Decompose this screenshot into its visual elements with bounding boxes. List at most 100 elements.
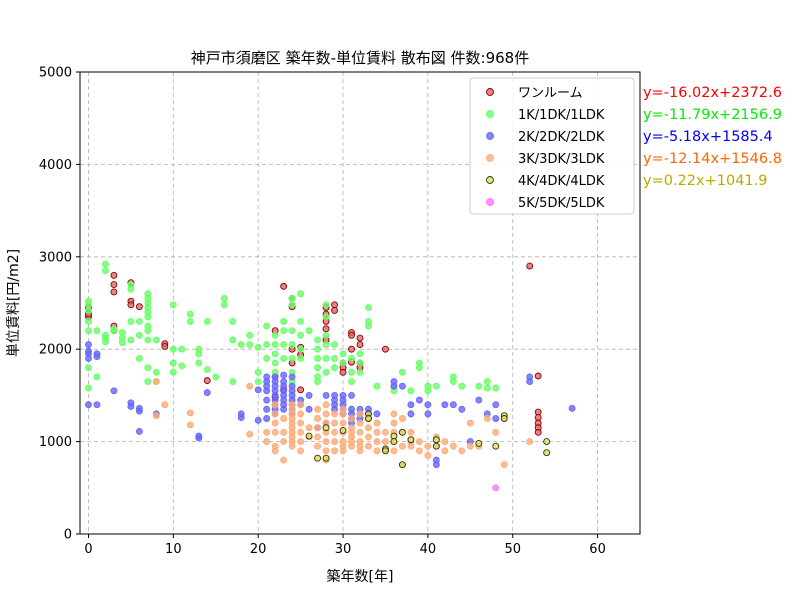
data-point-series-4 (391, 439, 397, 445)
legend-label: 3K/3DK/3LDK (518, 152, 605, 167)
regression-equation: y=-16.02x+2372.6 (643, 85, 782, 101)
legend-marker (487, 199, 494, 206)
data-point-series-3 (467, 420, 473, 426)
data-point-series-1 (204, 318, 210, 324)
data-point-series-4 (544, 439, 550, 445)
legend-label: 4K/4DK/4LDK (518, 174, 605, 189)
data-point-series-0 (382, 346, 388, 352)
legend-marker (487, 133, 494, 140)
data-point-series-3 (374, 448, 380, 454)
data-point-series-3 (416, 439, 422, 445)
data-point-series-3 (442, 439, 448, 445)
data-point-series-2 (391, 383, 397, 389)
data-point-series-3 (501, 462, 507, 468)
legend-marker (487, 111, 494, 118)
data-point-series-2 (527, 379, 533, 385)
data-point-series-3 (332, 429, 338, 435)
data-point-series-3 (332, 420, 338, 426)
data-point-series-1 (204, 367, 210, 373)
data-point-series-1 (136, 355, 142, 361)
data-point-series-2 (349, 392, 355, 398)
data-point-series-1 (332, 365, 338, 371)
data-point-series-2 (264, 416, 270, 422)
data-point-series-3 (374, 439, 380, 445)
data-point-series-1 (416, 365, 422, 371)
data-point-series-3 (289, 443, 295, 449)
data-point-series-3 (374, 420, 380, 426)
data-point-series-1 (85, 365, 91, 371)
data-point-series-4 (476, 440, 482, 446)
data-point-series-1 (281, 318, 287, 324)
data-point-series-3 (332, 448, 338, 454)
data-point-series-1 (119, 340, 125, 346)
data-point-series-1 (102, 268, 108, 274)
data-point-series-0 (111, 282, 117, 288)
data-point-series-3 (281, 439, 287, 445)
data-point-series-2 (128, 403, 134, 409)
x-tick-label: 60 (589, 542, 606, 557)
data-point-series-1 (459, 383, 465, 389)
data-point-series-1 (289, 355, 295, 361)
data-point-series-1 (170, 346, 176, 352)
data-point-series-3 (247, 383, 253, 389)
data-point-series-1 (145, 365, 151, 371)
data-point-series-0 (340, 369, 346, 375)
data-point-series-3 (281, 429, 287, 435)
data-point-series-0 (111, 289, 117, 295)
data-point-series-1 (408, 388, 414, 394)
data-point-series-3 (315, 443, 321, 449)
legend-label: 5K/5DK/5LDK (518, 196, 605, 211)
data-point-series-3 (467, 443, 473, 449)
data-point-series-3 (391, 448, 397, 454)
data-point-series-1 (145, 314, 151, 320)
data-point-series-3 (298, 429, 304, 435)
data-point-series-3 (357, 429, 363, 435)
data-point-series-1 (323, 314, 329, 320)
data-point-series-1 (179, 363, 185, 369)
data-point-series-1 (281, 355, 287, 361)
data-point-series-2 (136, 428, 142, 434)
data-point-series-1 (298, 318, 304, 324)
data-point-series-2 (238, 415, 244, 421)
data-point-series-1 (85, 385, 91, 391)
data-point-series-1 (349, 379, 355, 385)
data-point-series-2 (493, 402, 499, 408)
regression-equation: y=-11.79x+2156.9 (643, 107, 782, 123)
y-tick-label: 5000 (39, 66, 72, 81)
data-point-series-2 (399, 383, 405, 389)
data-point-series-0 (111, 272, 117, 278)
data-point-series-0 (527, 263, 533, 269)
data-point-series-3 (272, 411, 278, 417)
data-point-series-1 (230, 318, 236, 324)
data-point-series-2 (85, 342, 91, 348)
legend-label: 1K/1DK/1LDK (518, 108, 605, 123)
data-point-series-4 (433, 437, 439, 443)
data-point-series-1 (306, 328, 312, 334)
y-tick-label: 1000 (39, 435, 72, 450)
data-point-series-3 (332, 411, 338, 417)
data-point-series-2 (255, 417, 261, 423)
data-point-series-0 (204, 378, 210, 384)
data-point-series-2 (85, 355, 91, 361)
data-point-series-1 (153, 337, 159, 343)
x-tick-label: 40 (420, 542, 437, 557)
data-point-series-3 (247, 431, 253, 437)
data-point-series-4 (340, 428, 346, 434)
data-point-series-1 (298, 346, 304, 352)
data-point-series-3 (357, 448, 363, 454)
data-point-series-1 (170, 360, 176, 366)
data-point-series-3 (306, 425, 312, 431)
data-point-series-2 (408, 402, 414, 408)
data-point-series-0 (535, 429, 541, 435)
data-point-series-1 (272, 332, 278, 338)
data-point-series-3 (162, 402, 168, 408)
data-point-series-1 (289, 328, 295, 334)
x-tick-label: 10 (165, 542, 182, 557)
data-point-series-3 (365, 443, 371, 449)
data-point-series-2 (442, 402, 448, 408)
data-point-series-1 (298, 332, 304, 338)
data-point-series-3 (281, 416, 287, 422)
data-point-series-3 (323, 411, 329, 417)
data-point-series-1 (128, 337, 134, 343)
x-axis-title: 築年数[年] (327, 569, 394, 585)
